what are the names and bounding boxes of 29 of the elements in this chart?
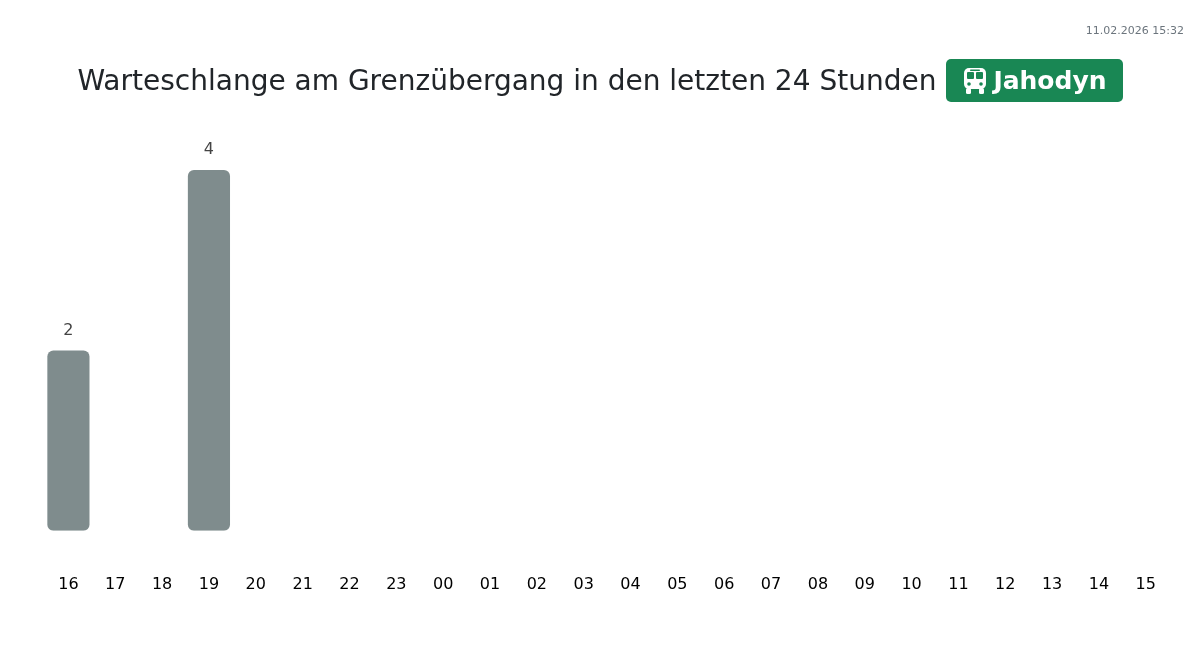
chart-subtitle: Jahodyn <box>993 66 1107 95</box>
text: 11.02.2026 15:32 <box>1085 24 1184 37</box>
x-tick-label: 09 <box>854 573 875 593</box>
x-tick-label: 15 <box>1135 573 1156 593</box>
x-tick-label: 06 <box>714 573 735 593</box>
x-tick-label: 08 <box>807 573 829 593</box>
x-tick-label: 04 <box>620 573 641 593</box>
x-tick-label: 18 <box>151 573 173 593</box>
x-tick-label: 07 <box>760 573 782 593</box>
x-tick-label: 12 <box>995 573 1016 593</box>
x-tick-label: 00 <box>432 573 454 593</box>
x-tick-label: 23 <box>386 573 407 593</box>
x-tick-label: 20 <box>245 573 266 593</box>
x-tick-label: 10 <box>901 573 922 593</box>
x-tick-label: 14 <box>1088 573 1110 593</box>
x-tick-label: 11 <box>948 573 969 593</box>
x-tick-label: 17 <box>105 573 126 593</box>
x-tick-label: 02 <box>526 573 548 593</box>
x-tick-label: 21 <box>292 573 313 593</box>
x-tick-label: 16 <box>58 573 79 593</box>
x-tick-label: 22 <box>339 573 360 593</box>
chart-title: Warteschlange am Grenzübergang in den letzten 24 Stunden <box>77 64 937 97</box>
x-tick-label: 01 <box>479 573 501 593</box>
x-tick-label: 19 <box>198 573 220 593</box>
data-label: 4 <box>203 139 215 159</box>
x-tick-label: 13 <box>1041 573 1063 593</box>
x-tick-label: 05 <box>667 573 688 593</box>
data-label: 2 <box>63 319 74 339</box>
x-tick-label: 03 <box>573 573 594 593</box>
